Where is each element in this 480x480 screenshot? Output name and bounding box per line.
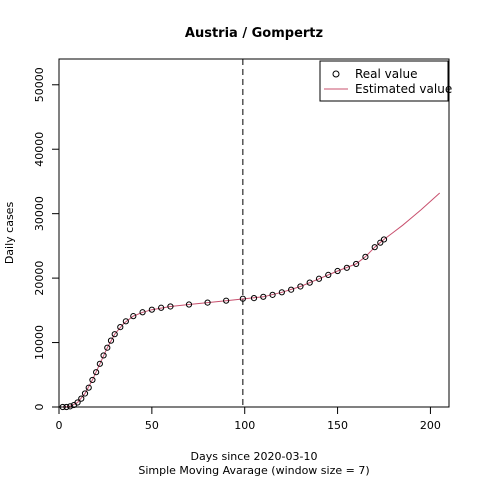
- y-tick-label: 20000: [33, 261, 46, 296]
- real-value-point: [96, 360, 103, 367]
- real-value-point: [167, 303, 174, 310]
- real-value-point: [306, 279, 313, 286]
- real-value-point: [377, 239, 384, 246]
- y-ticks: 0 10000 20000 30000 40000 50000: [33, 67, 59, 411]
- real-value-point: [130, 313, 137, 320]
- legend-real-label: Real value: [355, 67, 417, 81]
- y-tick-label: 40000: [33, 132, 46, 167]
- real-value-point: [139, 309, 146, 316]
- real-value-point: [148, 306, 155, 313]
- real-value-point: [122, 318, 129, 325]
- x-tick-label: 100: [234, 419, 255, 432]
- x-ticks: 0 50 100 150 200: [56, 407, 441, 432]
- real-value-point: [111, 331, 118, 338]
- y-tick-label: 50000: [33, 67, 46, 102]
- real-value-point: [89, 376, 96, 384]
- real-value-point: [158, 304, 165, 311]
- real-value-point: [362, 253, 369, 260]
- legend-box: [319, 60, 449, 102]
- real-value-point: [315, 275, 323, 282]
- real-value-point: [63, 403, 70, 411]
- x-axis-label: Days since 2020-03-10: [191, 450, 318, 463]
- real-value-point: [107, 337, 115, 344]
- x-tick-label: 200: [420, 419, 441, 432]
- real-value-point: [269, 291, 276, 298]
- real-value-point: [93, 369, 100, 376]
- real-value-point: [67, 403, 74, 410]
- real-value-point: [288, 286, 295, 293]
- real-value-point: [59, 403, 66, 411]
- real-value-point: [250, 294, 258, 302]
- y-tick-label: 0: [33, 404, 46, 411]
- real-value-point: [371, 244, 378, 251]
- x-axis-subtitle: Simple Moving Avarage (window size = 7): [138, 464, 369, 477]
- y-axis-label: Daily cases: [3, 202, 16, 265]
- real-value-point: [353, 260, 360, 268]
- real-value-point: [204, 299, 211, 306]
- real-value-point: [297, 283, 304, 290]
- x-tick-label: 0: [56, 419, 63, 432]
- real-value-point: [74, 399, 81, 406]
- real-value-point: [278, 289, 285, 296]
- x-tick-label: 150: [327, 419, 348, 432]
- real-value-point: [380, 236, 388, 243]
- real-value-point: [325, 271, 332, 278]
- chart-title: Austria / Gompertz: [185, 26, 323, 41]
- real-value-point: [223, 297, 230, 304]
- legend: Real value Estimated value: [319, 60, 452, 102]
- y-tick-label: 30000: [33, 196, 46, 231]
- legend-estimated-label: Estimated value: [355, 82, 452, 96]
- real-value-point: [239, 295, 246, 302]
- real-series: [59, 236, 388, 411]
- legend-real-marker-icon: [332, 70, 340, 78]
- real-value-point: [185, 301, 193, 308]
- real-value-point: [100, 352, 107, 359]
- real-value-point: [81, 390, 89, 397]
- real-value-point: [260, 293, 267, 300]
- y-tick-label: 10000: [33, 325, 46, 360]
- real-value-point: [104, 344, 111, 351]
- real-value-point: [78, 395, 85, 402]
- real-value-point: [117, 323, 124, 331]
- real-value-point: [85, 384, 92, 391]
- real-value-point: [334, 267, 341, 275]
- real-value-point: [343, 264, 350, 271]
- x-tick-label: 50: [145, 419, 159, 432]
